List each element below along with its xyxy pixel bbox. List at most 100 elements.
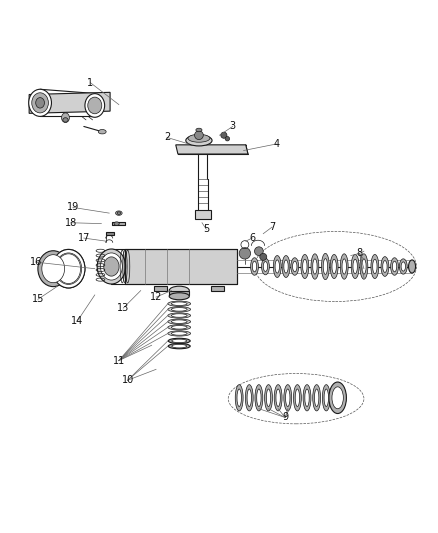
Ellipse shape — [167, 307, 190, 312]
Polygon shape — [210, 286, 223, 290]
Ellipse shape — [361, 259, 365, 274]
Ellipse shape — [400, 262, 405, 271]
Text: 4: 4 — [273, 139, 279, 149]
Text: 5: 5 — [203, 224, 209, 235]
Ellipse shape — [290, 258, 298, 275]
Ellipse shape — [329, 254, 337, 279]
Ellipse shape — [285, 389, 289, 407]
Ellipse shape — [322, 259, 327, 274]
Ellipse shape — [359, 254, 367, 279]
Ellipse shape — [167, 331, 190, 336]
Ellipse shape — [321, 253, 328, 280]
Ellipse shape — [263, 262, 267, 271]
Ellipse shape — [168, 344, 190, 349]
Ellipse shape — [237, 389, 241, 407]
Polygon shape — [112, 222, 125, 225]
Text: 6: 6 — [249, 233, 255, 243]
Ellipse shape — [171, 302, 187, 305]
Ellipse shape — [339, 254, 347, 279]
Ellipse shape — [98, 130, 106, 134]
Ellipse shape — [273, 255, 281, 278]
Circle shape — [254, 247, 263, 255]
Ellipse shape — [294, 389, 299, 407]
Ellipse shape — [310, 254, 318, 279]
Circle shape — [220, 132, 226, 138]
Ellipse shape — [38, 251, 68, 287]
Ellipse shape — [331, 259, 336, 274]
Text: 3: 3 — [229, 122, 235, 132]
Ellipse shape — [187, 134, 209, 142]
Ellipse shape — [282, 255, 289, 278]
Ellipse shape — [85, 94, 104, 117]
Ellipse shape — [293, 385, 300, 411]
Ellipse shape — [266, 389, 270, 407]
Ellipse shape — [382, 261, 386, 272]
Ellipse shape — [32, 93, 48, 113]
Ellipse shape — [292, 261, 296, 272]
Ellipse shape — [302, 385, 310, 411]
Ellipse shape — [312, 259, 316, 274]
Text: 10: 10 — [121, 375, 134, 385]
Ellipse shape — [171, 332, 187, 335]
Ellipse shape — [245, 385, 253, 411]
Ellipse shape — [88, 97, 102, 114]
Ellipse shape — [61, 113, 69, 123]
Ellipse shape — [408, 260, 415, 273]
Ellipse shape — [168, 338, 190, 344]
Ellipse shape — [390, 258, 398, 275]
Ellipse shape — [235, 385, 243, 411]
Circle shape — [239, 248, 250, 259]
Ellipse shape — [42, 255, 64, 282]
Circle shape — [194, 131, 203, 140]
Ellipse shape — [171, 344, 186, 348]
Ellipse shape — [167, 325, 190, 330]
Polygon shape — [194, 209, 210, 219]
Circle shape — [259, 253, 266, 261]
Ellipse shape — [323, 389, 328, 407]
Ellipse shape — [115, 211, 122, 215]
Polygon shape — [153, 286, 166, 290]
Ellipse shape — [185, 135, 212, 146]
Ellipse shape — [250, 258, 258, 275]
Text: 15: 15 — [32, 294, 44, 304]
Text: 14: 14 — [71, 316, 83, 326]
Ellipse shape — [114, 222, 119, 225]
Polygon shape — [106, 232, 114, 235]
Ellipse shape — [254, 385, 262, 411]
Ellipse shape — [171, 339, 186, 343]
Text: 18: 18 — [64, 218, 77, 228]
Ellipse shape — [100, 253, 122, 280]
Text: 8: 8 — [356, 248, 362, 259]
Ellipse shape — [350, 254, 358, 279]
Ellipse shape — [252, 261, 256, 272]
Ellipse shape — [167, 319, 190, 324]
Ellipse shape — [256, 389, 261, 407]
Ellipse shape — [261, 258, 269, 275]
Ellipse shape — [274, 385, 282, 411]
Ellipse shape — [275, 260, 279, 273]
Ellipse shape — [167, 301, 190, 306]
Ellipse shape — [97, 249, 125, 284]
Ellipse shape — [169, 286, 189, 295]
Ellipse shape — [331, 387, 343, 409]
Ellipse shape — [57, 254, 81, 284]
Ellipse shape — [399, 259, 406, 274]
Ellipse shape — [372, 259, 376, 274]
Ellipse shape — [171, 308, 187, 311]
Ellipse shape — [283, 260, 288, 273]
Ellipse shape — [171, 314, 187, 317]
Ellipse shape — [171, 326, 187, 329]
Ellipse shape — [195, 128, 201, 132]
Ellipse shape — [52, 249, 85, 288]
Text: 17: 17 — [78, 233, 90, 243]
Ellipse shape — [276, 389, 280, 407]
Ellipse shape — [314, 389, 318, 407]
Ellipse shape — [63, 118, 68, 122]
Polygon shape — [169, 290, 189, 295]
Ellipse shape — [247, 389, 251, 407]
Polygon shape — [125, 249, 237, 284]
Text: 9: 9 — [282, 413, 288, 423]
Ellipse shape — [283, 385, 291, 411]
Ellipse shape — [341, 259, 346, 274]
Ellipse shape — [302, 259, 306, 274]
